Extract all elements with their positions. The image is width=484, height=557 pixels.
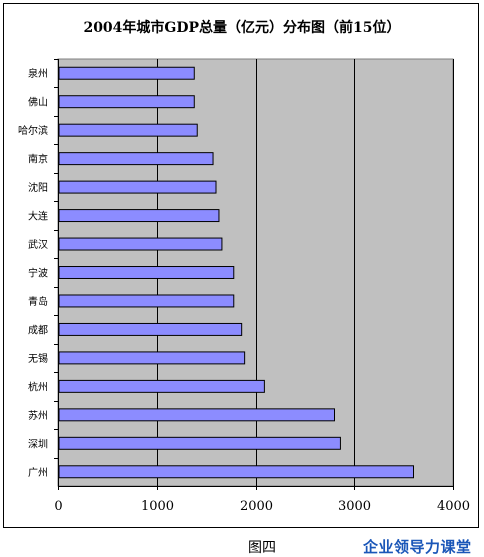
bar xyxy=(58,237,223,251)
bar xyxy=(58,95,195,109)
category-label: 深圳 xyxy=(28,438,48,450)
figure-caption: 图四 xyxy=(248,540,276,556)
category-label: 南京 xyxy=(28,153,48,166)
tick-label-x: 2000 xyxy=(240,499,273,514)
tick-label-x: 4000 xyxy=(437,499,470,514)
category-label: 武汉 xyxy=(28,238,48,251)
bar xyxy=(58,322,243,336)
tick-label-x: 1000 xyxy=(141,499,174,514)
category-label: 沈阳 xyxy=(28,181,48,194)
bar xyxy=(58,209,220,223)
bar xyxy=(58,66,195,80)
bar xyxy=(58,180,217,194)
chart: 2004年城市GDP总量（亿元）分布图（前15位） 0 1000 2000 3000 4… xyxy=(18,19,470,514)
bar xyxy=(58,436,341,450)
brand-watermark: 企业领导力课堂 xyxy=(363,538,472,556)
bar xyxy=(58,379,265,393)
category-label: 成都 xyxy=(28,324,48,336)
bar xyxy=(58,294,235,308)
category-label: 佛山 xyxy=(28,96,48,109)
category-label: 泉州 xyxy=(28,67,48,80)
chart-title: 2004年城市GDP总量（亿元）分布图（前15位） xyxy=(83,19,400,36)
bar xyxy=(58,465,414,479)
category-label: 青岛 xyxy=(28,295,48,308)
bar xyxy=(58,266,235,279)
bar xyxy=(58,351,246,365)
bar xyxy=(58,408,335,422)
tick-label-x: 0 xyxy=(54,499,62,514)
category-label: 哈尔滨 xyxy=(18,124,48,137)
category-label: 苏州 xyxy=(28,409,48,422)
category-label: 广州 xyxy=(28,467,48,479)
category-label: 无锡 xyxy=(28,352,48,365)
tick-label-x: 3000 xyxy=(338,499,371,514)
category-label: 大连 xyxy=(28,210,48,223)
category-label: 宁波 xyxy=(28,267,48,280)
category-label: 杭州 xyxy=(28,380,48,393)
bar xyxy=(58,152,214,166)
bar xyxy=(58,123,198,137)
